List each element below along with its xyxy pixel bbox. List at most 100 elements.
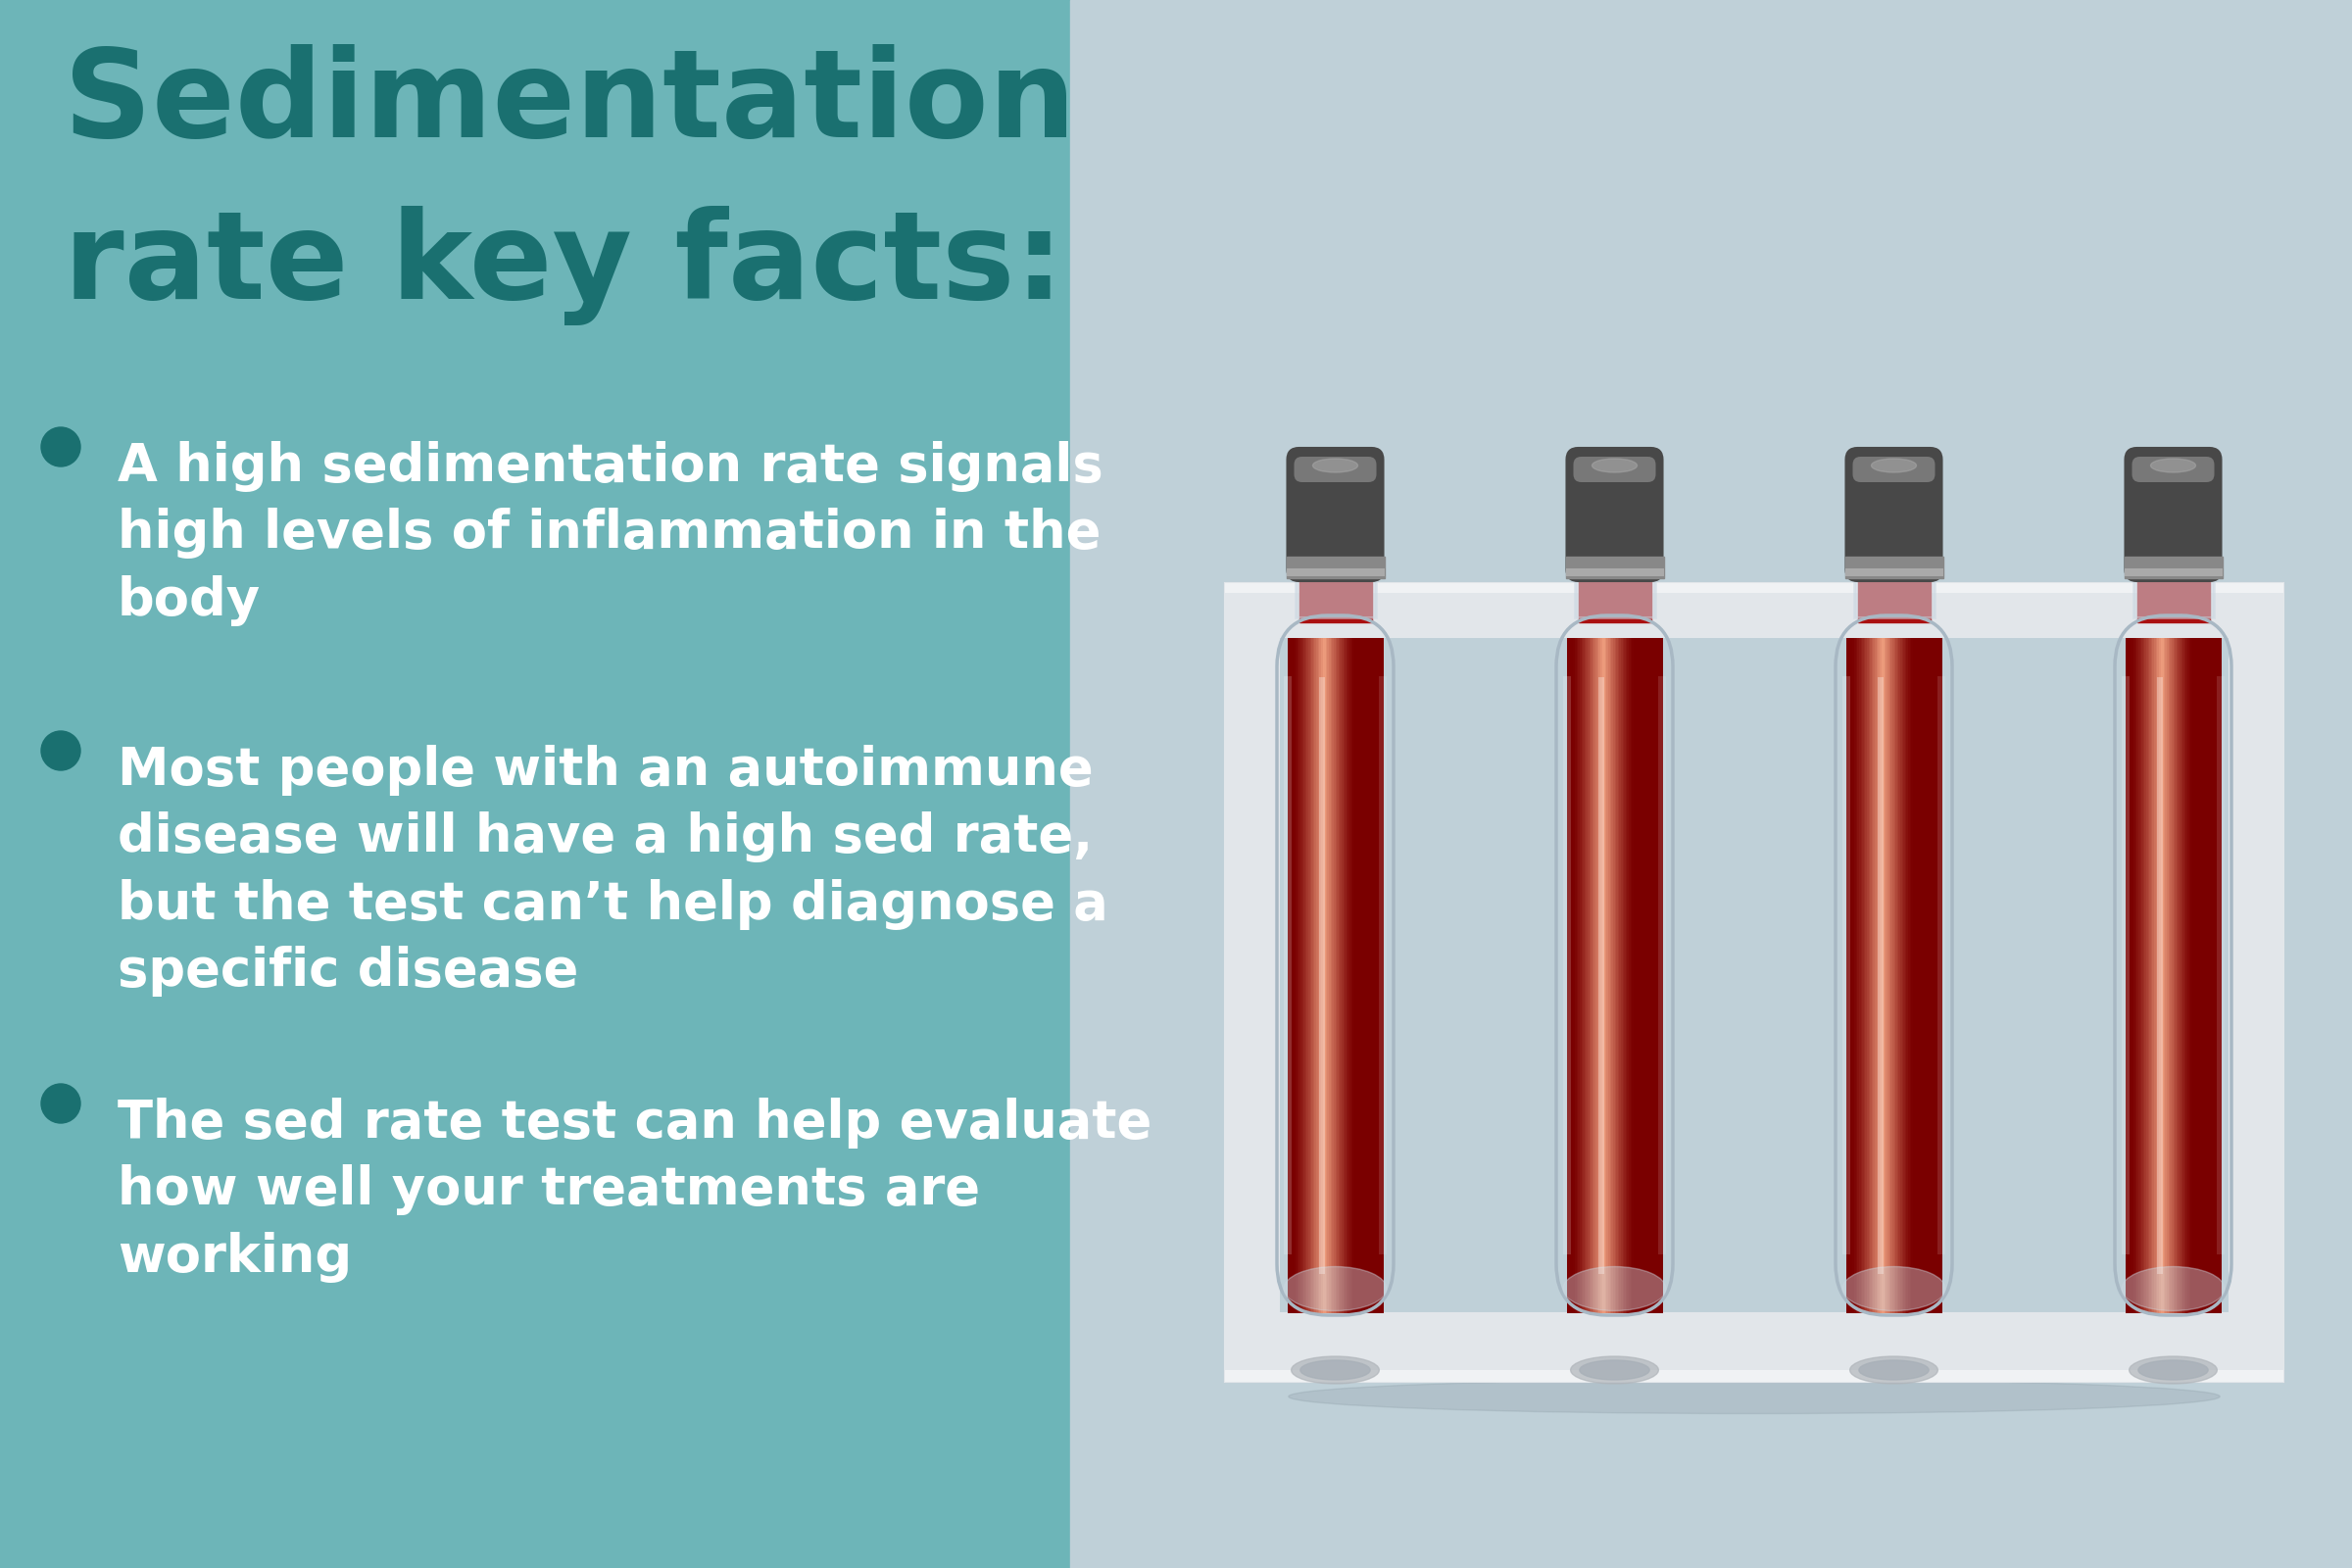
- Bar: [2176, 638, 2178, 1314]
- Bar: [2218, 638, 2220, 1314]
- Bar: [1910, 638, 1912, 1314]
- Bar: [1289, 638, 1291, 1314]
- Bar: [1359, 638, 1362, 1314]
- Bar: [1606, 638, 1609, 1314]
- Circle shape: [42, 1083, 80, 1123]
- Bar: [1658, 638, 1661, 1314]
- Bar: [2213, 638, 2216, 1314]
- Bar: [1860, 638, 1863, 1314]
- Bar: [2218, 638, 2220, 1314]
- Bar: [2122, 676, 2129, 1254]
- Bar: [2154, 638, 2157, 1314]
- Bar: [1602, 638, 1604, 1314]
- Bar: [2140, 638, 2143, 1314]
- Bar: [1849, 638, 1851, 1314]
- Bar: [1896, 638, 1898, 1314]
- Bar: [1844, 568, 1943, 575]
- Bar: [1658, 676, 1665, 1254]
- Bar: [1618, 638, 1621, 1314]
- Bar: [2131, 638, 2133, 1314]
- Bar: [1940, 638, 1943, 1314]
- Bar: [2199, 638, 2201, 1314]
- Bar: [1867, 638, 1870, 1314]
- Bar: [2176, 638, 2178, 1314]
- Bar: [1305, 638, 1308, 1314]
- Ellipse shape: [1858, 1359, 1929, 1380]
- Bar: [1357, 638, 1359, 1314]
- Bar: [1581, 638, 1583, 1314]
- Bar: [2230, 583, 2284, 1381]
- Bar: [1922, 638, 1924, 1314]
- Bar: [1936, 638, 1938, 1314]
- Bar: [1367, 638, 1369, 1314]
- Bar: [1653, 638, 1656, 1314]
- Bar: [2145, 638, 2147, 1314]
- Bar: [1877, 638, 1879, 1314]
- Bar: [2197, 638, 2199, 1314]
- Bar: [1644, 638, 1646, 1314]
- FancyBboxPatch shape: [1294, 456, 1376, 483]
- Bar: [1381, 638, 1383, 1314]
- Bar: [1853, 638, 1856, 1314]
- Bar: [1907, 638, 1910, 1314]
- Bar: [1898, 638, 1900, 1314]
- Bar: [2204, 638, 2206, 1314]
- Bar: [2147, 638, 2150, 1314]
- Bar: [1573, 638, 1576, 1314]
- Bar: [2152, 638, 2154, 1314]
- Bar: [1863, 638, 1865, 1314]
- Bar: [1374, 638, 1376, 1314]
- Bar: [2173, 638, 2176, 1314]
- Bar: [1345, 638, 1348, 1314]
- Bar: [1926, 638, 1929, 1314]
- Bar: [1630, 638, 1632, 1314]
- Bar: [1329, 638, 1331, 1314]
- Bar: [1924, 638, 1926, 1314]
- FancyBboxPatch shape: [2126, 448, 2220, 582]
- Bar: [2169, 638, 2171, 1314]
- Bar: [1317, 638, 1319, 1314]
- Bar: [1367, 638, 1369, 1314]
- Bar: [1597, 638, 1599, 1314]
- Bar: [1371, 638, 1374, 1314]
- Bar: [2161, 638, 2164, 1314]
- Bar: [1569, 638, 1571, 1314]
- Bar: [2204, 638, 2206, 1314]
- Bar: [2166, 638, 2169, 1314]
- Bar: [1225, 1314, 2284, 1381]
- Bar: [1903, 638, 1905, 1314]
- Bar: [1310, 638, 1312, 1314]
- Bar: [1592, 638, 1595, 1314]
- Bar: [2171, 638, 2173, 1314]
- Ellipse shape: [1571, 1356, 1658, 1383]
- Bar: [1639, 638, 1642, 1314]
- Bar: [1613, 638, 1616, 1314]
- Bar: [1889, 638, 1891, 1314]
- Bar: [1355, 638, 1357, 1314]
- Bar: [2206, 638, 2209, 1314]
- Bar: [2126, 638, 2129, 1314]
- Bar: [2178, 638, 2180, 1314]
- Bar: [1625, 638, 1628, 1314]
- Bar: [1893, 638, 1896, 1314]
- Bar: [2138, 638, 2140, 1314]
- Bar: [1912, 638, 1915, 1314]
- Bar: [1312, 638, 1315, 1314]
- Ellipse shape: [1289, 1380, 2220, 1414]
- Bar: [1336, 638, 1338, 1314]
- Bar: [1576, 638, 1578, 1314]
- Bar: [2136, 638, 2138, 1314]
- Bar: [1651, 638, 1653, 1314]
- Bar: [1343, 638, 1345, 1314]
- Ellipse shape: [1301, 1359, 1371, 1380]
- Ellipse shape: [2129, 1356, 2218, 1383]
- Bar: [1872, 638, 1875, 1314]
- Bar: [1625, 638, 1628, 1314]
- Bar: [2194, 638, 2197, 1314]
- Ellipse shape: [1851, 1356, 1938, 1383]
- Circle shape: [42, 426, 80, 467]
- Bar: [1371, 638, 1374, 1314]
- Bar: [1327, 638, 1329, 1314]
- Bar: [1296, 638, 1298, 1314]
- Bar: [2152, 638, 2154, 1314]
